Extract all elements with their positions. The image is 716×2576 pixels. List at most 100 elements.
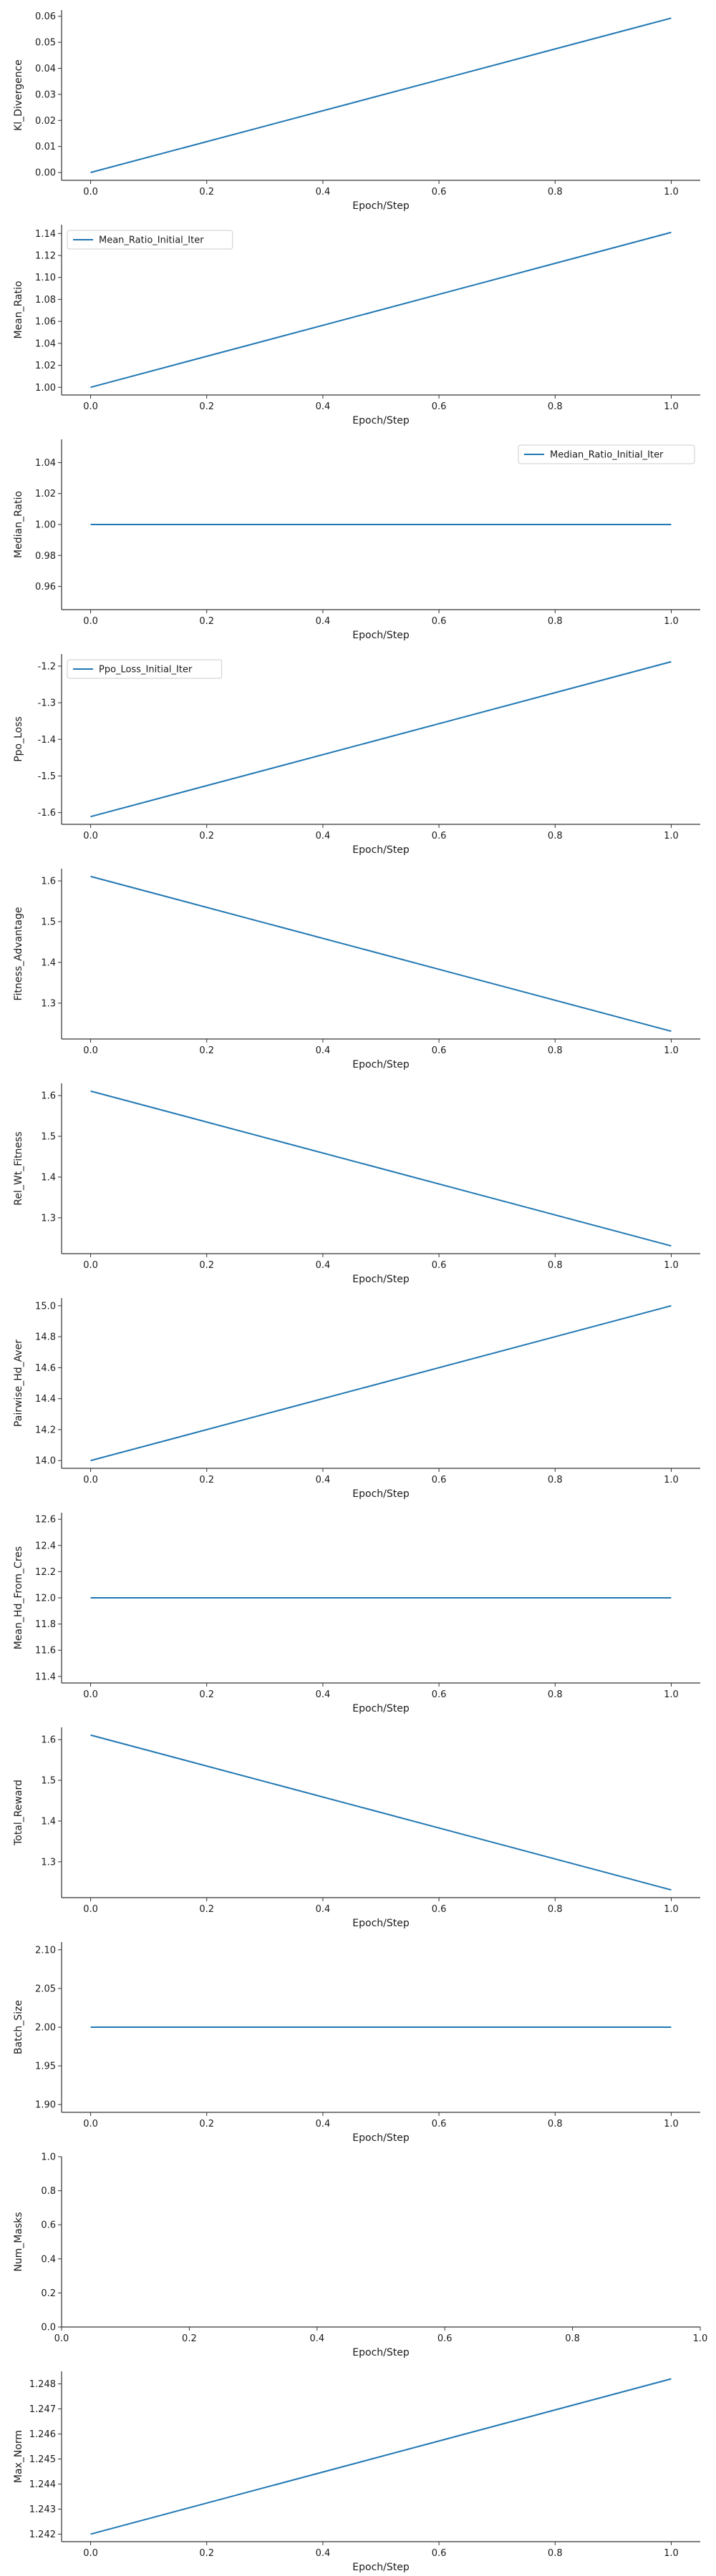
y-tick-label: 1.00 <box>35 520 56 531</box>
y-tick-label: 1.6 <box>41 1735 56 1746</box>
x-tick-label: 0.0 <box>83 401 98 412</box>
x-tick-label: 1.0 <box>664 1904 679 1915</box>
x-tick-label: 0.2 <box>199 1475 214 1485</box>
y-axis-label: Batch_Size <box>13 2000 24 2054</box>
legend-entry: Ppo_Loss_Initial_Iter <box>99 665 193 675</box>
x-tick-label: 0.6 <box>432 187 447 197</box>
y-tick-label: 0.00 <box>35 168 56 179</box>
x-tick-label: 1.0 <box>664 187 679 197</box>
x-tick-label: 0.8 <box>548 1475 563 1485</box>
chart-panel-11: 0.0 0.2 0.4 0.6 0.8 1.0 0.0 0.2 0.4 0.6 0.8 1.0 Epoc… <box>13 2152 707 2359</box>
x-tick-label: 0.0 <box>83 1045 98 1056</box>
x-tick-label: 0.4 <box>316 2119 331 2129</box>
chart-panel-3: 0.0 0.2 0.4 0.6 0.8 1.0 0.96 0.98 1.00 1.02 1.04 Ep… <box>13 439 700 641</box>
y-tick-label: 1.06 <box>35 317 56 328</box>
x-tick-label: 0.8 <box>548 401 563 412</box>
x-tick-label: 1.0 <box>664 2119 679 2129</box>
x-tick-label: 0.0 <box>83 2548 98 2559</box>
y-tick-label: 14.4 <box>35 1394 56 1405</box>
x-tick-label: 1.0 <box>664 831 679 841</box>
y-tick-label: 1.3 <box>41 1213 56 1224</box>
x-tick-label: 0.8 <box>548 187 563 197</box>
y-tick-label: 11.6 <box>35 1646 56 1657</box>
chart-panel-6: 0.0 0.2 0.4 0.6 0.8 1.0 1.3 1.4 1.5 1.6 Epoch/Step… <box>13 1083 700 1285</box>
y-axis-label: Pairwise_Hd_Aver <box>13 1340 24 1427</box>
x-tick-label: 0.6 <box>432 616 447 627</box>
y-tick-label: 1.90 <box>35 2100 56 2111</box>
y-axis-label: Mean_Ratio <box>13 280 24 338</box>
y-tick-label: 1.95 <box>35 2062 56 2072</box>
y-tick-label: 2.05 <box>35 1984 56 1994</box>
legend-box <box>67 230 233 250</box>
y-tick-label: 1.04 <box>35 458 56 469</box>
series-line <box>90 17 672 174</box>
x-tick-label: 0.4 <box>316 1045 331 1056</box>
y-tick-label: 0.02 <box>35 116 56 127</box>
y-tick-label: 0.8 <box>41 2186 56 2197</box>
x-tick-label: 0.4 <box>316 187 331 197</box>
y-tick-label: 0.06 <box>35 11 56 22</box>
x-tick-label: 0.6 <box>432 1475 447 1485</box>
x-tick-label: 0.0 <box>54 2333 69 2344</box>
y-axis-label: Median_Ratio <box>13 491 24 558</box>
y-tick-label: 1.4 <box>41 957 56 968</box>
x-tick-label: 0.2 <box>199 616 214 627</box>
legend: Median_Ratio_Initial_Iter <box>518 444 695 464</box>
x-tick-label: 1.0 <box>664 1045 679 1056</box>
x-tick-label: 0.6 <box>432 1904 447 1915</box>
x-tick-label: 1.0 <box>664 401 679 412</box>
x-axis-label: Epoch/Step <box>352 415 410 426</box>
legend: Ppo_Loss_Initial_Iter <box>67 659 223 679</box>
y-tick-label: 1.02 <box>35 489 56 499</box>
y-tick-label: 12.6 <box>35 1515 56 1526</box>
y-axis-label: Ppo_Loss <box>13 716 24 762</box>
y-tick-label: 1.3 <box>41 1857 56 1868</box>
y-tick-label: 0.6 <box>41 2220 56 2231</box>
x-axis-label: Epoch/Step <box>352 1059 410 1070</box>
legend-entry: Median_Ratio_Initial_Iter <box>550 450 664 461</box>
series-line <box>90 1090 672 1247</box>
x-tick-label: 0.4 <box>316 1475 331 1485</box>
y-tick-label: 1.247 <box>29 2404 56 2415</box>
x-tick-label: 0.8 <box>548 1260 563 1271</box>
x-tick-label: 0.8 <box>548 1045 563 1056</box>
x-tick-label: 0.0 <box>83 831 98 841</box>
y-tick-label: 1.3 <box>41 998 56 1009</box>
y-tick-label: 0.04 <box>35 64 56 74</box>
y-axis-label: Fitness_Advantage <box>13 907 24 1000</box>
chart-panel-12: 0.0 0.2 0.4 0.6 0.8 1.0 1.242 1.243 1.244 1.245 1.… <box>13 2371 700 2573</box>
y-tick-label: 2.10 <box>35 1945 56 1956</box>
y-tick-label: 1.4 <box>41 1172 56 1183</box>
y-axis-label: Kl_Divergence <box>13 59 24 131</box>
y-tick-label: 12.2 <box>35 1567 56 1578</box>
chart-panel-9: 0.0 0.2 0.4 0.6 0.8 1.0 1.3 1.4 1.5 1.6 Epoch/Step… <box>13 1727 700 1929</box>
x-tick-label: 0.2 <box>199 2548 214 2559</box>
x-tick-label: 0.0 <box>83 616 98 627</box>
y-tick-label: 0.0 <box>41 2323 56 2333</box>
x-axis-label: Epoch/Step <box>352 2132 410 2144</box>
y-tick-label: 1.08 <box>35 295 56 306</box>
y-tick-label: 1.5 <box>41 1776 56 1787</box>
y-tick-label: -1.2 <box>38 661 56 672</box>
y-tick-label: 0.2 <box>41 2288 56 2299</box>
x-tick-label: 0.4 <box>316 1689 331 1700</box>
y-tick-label: 0.98 <box>35 551 56 562</box>
series-line <box>90 231 672 389</box>
y-tick-label: 0.4 <box>41 2254 56 2265</box>
chart-panel-8: 0.0 0.2 0.4 0.6 0.8 1.0 11.4 11.6 11.8 12.0 12.2 12… <box>13 1513 700 1714</box>
y-axis-label: Total_Reward <box>13 1780 24 1846</box>
y-tick-label: 14.8 <box>35 1332 56 1343</box>
y-tick-label: 1.244 <box>29 2479 56 2490</box>
x-tick-label: 1.0 <box>693 2333 708 2344</box>
legend-box <box>518 444 695 464</box>
x-tick-label: 1.0 <box>664 2548 679 2559</box>
y-tick-label: 14.2 <box>35 1425 56 1435</box>
y-tick-label: 1.246 <box>29 2429 56 2440</box>
x-axis-label: Epoch/Step <box>352 2562 410 2573</box>
chart-panel-5: 0.0 0.2 0.4 0.6 0.8 1.0 1.3 1.4 1.5 1.6 Epoch/Step… <box>13 869 700 1070</box>
x-tick-label: 0.8 <box>548 2548 563 2559</box>
y-tick-label: 1.14 <box>35 229 56 240</box>
x-tick-label: 0.2 <box>199 1689 214 1700</box>
x-axis-label: Epoch/Step <box>352 1274 410 1285</box>
y-tick-label: 1.248 <box>29 2379 56 2390</box>
